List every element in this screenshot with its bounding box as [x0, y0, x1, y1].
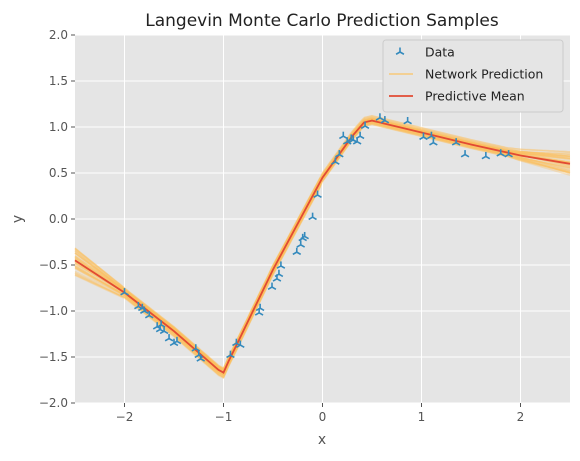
legend-label: Network Prediction — [425, 67, 543, 82]
data-point — [419, 132, 428, 141]
y-tick-label: 0.0 — [49, 212, 68, 226]
x-ticks: −2 −1 0 1 2 — [116, 403, 525, 424]
y-tick-label: −0.5 — [39, 258, 68, 272]
data-point — [292, 247, 302, 256]
y-ticks: −2.0 −1.5 −1.0 −0.5 0.0 0.5 1.0 1.5 2.0 — [39, 28, 75, 410]
y-tick-label: 0.5 — [49, 166, 68, 180]
prediction-sample-line — [74, 123, 571, 376]
data-point — [313, 190, 322, 199]
prediction-sample-line — [74, 122, 571, 373]
data-point — [255, 303, 265, 312]
y-tick-label: 2.0 — [49, 28, 68, 42]
legend-entry: Network Prediction — [389, 67, 543, 82]
data-point — [267, 282, 277, 291]
prediction-sample-line — [74, 117, 571, 371]
legend-label: Predictive Mean — [425, 89, 525, 104]
data-point — [172, 336, 182, 345]
data-point — [191, 344, 201, 352]
data-point — [427, 131, 436, 140]
legend: Data Network Prediction Predictive Mean — [382, 39, 564, 113]
prediction-sample-line — [74, 117, 571, 371]
data-point — [274, 269, 284, 278]
y-tick-label: 1.0 — [49, 120, 68, 134]
data-point — [429, 138, 438, 146]
x-axis-label: x — [318, 432, 326, 448]
data-point — [236, 340, 245, 348]
data-point — [120, 288, 129, 296]
x-tick-label: 0 — [319, 410, 327, 424]
x-tick-label: 2 — [517, 410, 525, 424]
data-point — [481, 151, 491, 160]
prediction-sample-line — [74, 115, 571, 370]
data-point — [331, 157, 340, 165]
data-point — [156, 320, 166, 328]
predictive-mean — [74, 119, 571, 374]
data-points — [120, 113, 513, 362]
x-tick-label: 1 — [418, 410, 426, 424]
data-point — [164, 334, 174, 342]
x-tick-label: −2 — [116, 410, 134, 424]
y-tick-label: 1.5 — [49, 74, 68, 88]
legend-entry: Predictive Mean — [389, 89, 525, 104]
y-tick-label: −2.0 — [39, 396, 68, 410]
data-point — [196, 354, 206, 362]
prediction-sample-line — [74, 118, 571, 376]
data-point — [460, 150, 470, 158]
prediction-sample-line — [74, 123, 571, 372]
predictive-mean-line — [74, 119, 571, 374]
data-point — [226, 350, 235, 359]
prediction-sample-line — [74, 116, 571, 373]
data-point — [159, 326, 169, 335]
y-axis-label: y — [10, 215, 26, 223]
legend-box — [382, 39, 564, 113]
prediction-sample-line — [74, 118, 571, 371]
legend-label: Data — [425, 45, 455, 60]
data-point — [355, 131, 365, 140]
legend-entry: Data — [395, 45, 455, 60]
data-point — [335, 150, 344, 158]
data-point — [144, 311, 154, 319]
prediction-sample-line — [74, 116, 571, 372]
prediction-sample-line — [74, 122, 571, 376]
data-point — [380, 116, 390, 124]
data-point — [296, 240, 306, 248]
data-point — [308, 212, 317, 221]
data-point — [300, 231, 309, 240]
data-point — [403, 116, 412, 125]
data-point — [496, 149, 506, 157]
data-point — [504, 150, 513, 158]
chart-title: Langevin Monte Carlo Prediction Samples — [145, 11, 499, 31]
data-point — [139, 306, 149, 314]
data-point — [375, 113, 385, 121]
data-point — [451, 138, 461, 146]
prediction-sample-line — [74, 114, 571, 371]
y-tick-label: −1.0 — [39, 304, 68, 318]
x-tick-label: −1 — [215, 410, 233, 424]
data-point — [360, 121, 370, 130]
y-tick-label: −1.5 — [39, 350, 68, 364]
data-point — [276, 261, 286, 269]
grid — [75, 34, 570, 404]
prediction-sample-line — [74, 117, 571, 376]
prediction-sample-line — [74, 122, 571, 372]
